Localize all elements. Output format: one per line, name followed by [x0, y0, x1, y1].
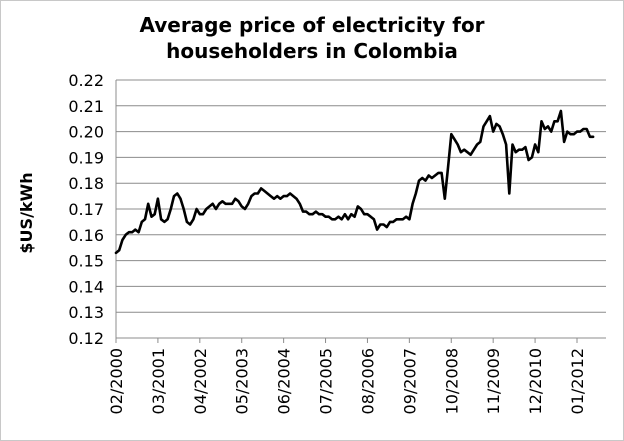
series-line — [114, 109, 595, 255]
y-tick-label: 0.14 — [68, 277, 104, 296]
x-tick-label: 12/2010 — [526, 348, 545, 414]
y-tick-label: 0.17 — [68, 200, 104, 219]
y-tick-label: 0.20 — [68, 123, 104, 142]
x-tick-label: 06/2004 — [275, 348, 294, 414]
x-tick-label: 09/2007 — [400, 348, 419, 414]
x-tick-label: 05/2003 — [233, 348, 252, 414]
x-tick-label: 01/2012 — [568, 348, 587, 414]
axes — [115, 80, 606, 343]
y-tick-label: 0.18 — [68, 174, 104, 193]
x-tick-label: 02/2000 — [107, 348, 126, 414]
y-tick-label: 0.16 — [68, 226, 104, 245]
y-tick-label: 0.13 — [68, 303, 104, 322]
gridlines — [116, 79, 606, 313]
y-tick-labels: 0.12 0.13 0.14 0.15 0.16 0.17 0.18 0.19 0.20 0.21… — [68, 71, 104, 348]
chart-title-line-2: householders in Colombia — [166, 39, 458, 63]
x-tick-label: 07/2005 — [317, 348, 336, 414]
y-tick-label: 0.21 — [68, 97, 104, 116]
x-tick-label: 10/2008 — [442, 348, 461, 414]
x-tick-label: 11/2009 — [484, 348, 503, 414]
x-tick-labels: 02/2000 03/2001 04/2002 05/2003 06/2004 07/20… — [107, 348, 587, 414]
series — [114, 109, 595, 255]
x-tick-label: 03/2001 — [149, 348, 168, 414]
x-tick-label: 08/2006 — [358, 348, 377, 414]
x-tick-label: 04/2002 — [191, 348, 210, 414]
chart-title-line-1: Average price of electricity for — [139, 13, 485, 37]
y-tick-label: 0.15 — [68, 252, 104, 271]
y-tick-label: 0.22 — [68, 71, 104, 90]
chart-title: Average price of electricity for househo… — [92, 12, 532, 64]
y-axis-title: $US/kWh — [17, 172, 36, 253]
y-tick-label: 0.12 — [68, 329, 104, 348]
y-tick-label: 0.19 — [68, 148, 104, 167]
